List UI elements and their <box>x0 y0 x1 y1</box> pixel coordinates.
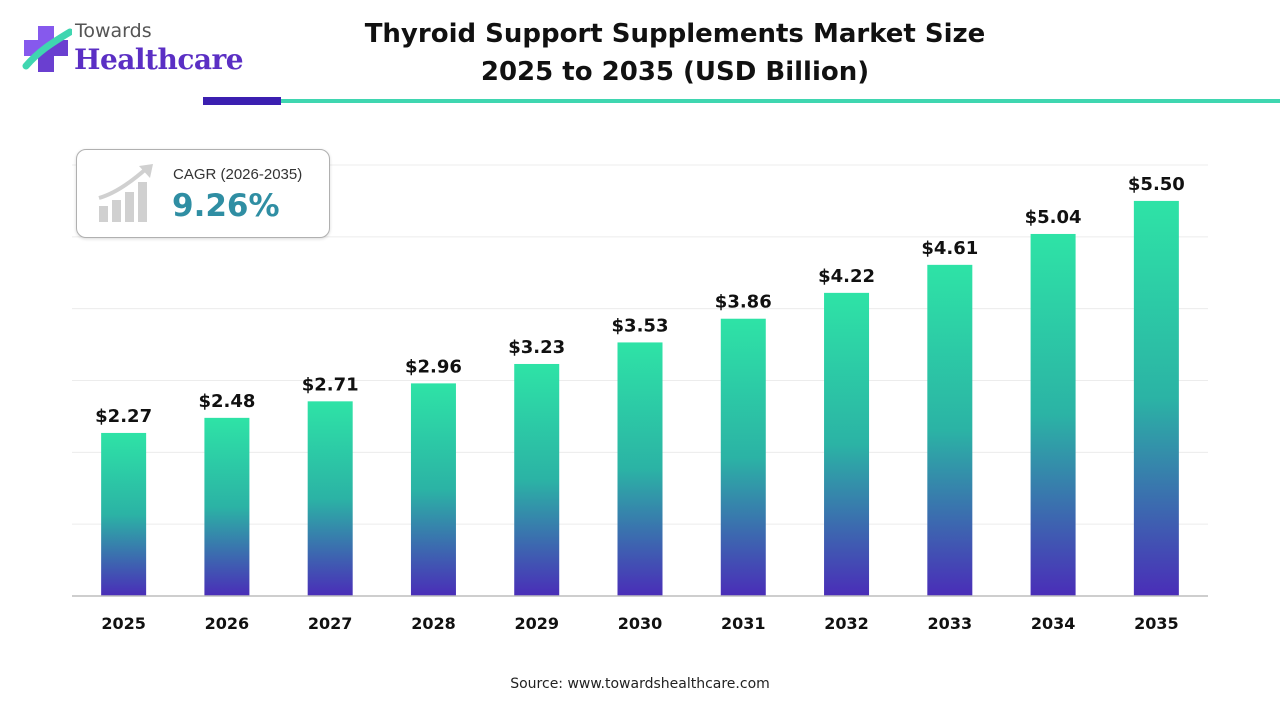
tick-label-2035: 2035 <box>1134 614 1179 633</box>
data-label-2026: $2.48 <box>198 391 255 412</box>
data-label-2035: $5.50 <box>1128 174 1185 195</box>
data-label-2028: $2.96 <box>405 356 462 377</box>
medical-cross-icon <box>22 26 72 72</box>
data-label-2027: $2.71 <box>302 374 359 395</box>
bar-2027 <box>307 401 353 596</box>
bar-2032 <box>824 292 870 596</box>
header-accent-purple <box>203 97 281 105</box>
brand-name-line2: Healthcare <box>74 43 244 76</box>
chart-title-line1: Thyroid Support Supplements Market Size <box>364 19 986 49</box>
data-label-2029: $3.23 <box>508 337 565 358</box>
tick-label-2031: 2031 <box>721 614 766 633</box>
data-label-2033: $4.61 <box>921 238 978 259</box>
tick-label-2026: 2026 <box>205 614 250 633</box>
brand-logo: Towards Healthcare <box>20 16 260 86</box>
tick-label-2032: 2032 <box>824 614 869 633</box>
bar-2033 <box>927 264 973 596</box>
data-labels: $2.27 $2.48 $2.71 $2.96 $3.23 $3.53 $3.86 $4.22… <box>95 174 1185 427</box>
bar-2028 <box>410 383 456 596</box>
brand-name-line1: Towards <box>75 20 152 42</box>
tick-label-2025: 2025 <box>101 614 146 633</box>
header-accent-teal <box>281 99 1280 103</box>
tick-label-2027: 2027 <box>308 614 353 633</box>
cagr-value: 9.26% <box>172 188 280 224</box>
data-label-2032: $4.22 <box>818 266 875 287</box>
bar-2031 <box>720 318 766 596</box>
bar-2029 <box>514 363 560 596</box>
cagr-label: CAGR (2026-2035) <box>173 166 303 183</box>
bars <box>101 200 1179 596</box>
tick-label-2028: 2028 <box>411 614 456 633</box>
tick-label-2030: 2030 <box>618 614 663 633</box>
bar-2034 <box>1030 233 1076 596</box>
bar-2025 <box>101 432 147 596</box>
bar-2030 <box>617 342 663 596</box>
bar-2035 <box>1133 200 1179 596</box>
source-note: Source: www.towardshealthcare.com <box>510 676 770 692</box>
data-label-2030: $3.53 <box>612 315 669 336</box>
tick-label-2034: 2034 <box>1031 614 1076 633</box>
growth-chart-icon <box>98 164 153 222</box>
chart-title-line2: 2025 to 2035 (USD Billion) <box>480 57 870 87</box>
bar-2026 <box>204 417 250 596</box>
data-label-2025: $2.27 <box>95 406 152 427</box>
tick-label-2029: 2029 <box>514 614 559 633</box>
data-label-2034: $5.04 <box>1025 207 1082 228</box>
tick-label-2033: 2033 <box>928 614 973 633</box>
data-label-2031: $3.86 <box>715 292 772 313</box>
x-axis-ticks: 2025 2026 2027 2028 2029 2030 2031 2032 2033 2034… <box>101 614 1178 633</box>
chart-title: Thyroid Support Supplements Market Size … <box>330 15 1020 91</box>
cagr-callout: CAGR (2026-2035) 9.26% <box>76 149 330 238</box>
